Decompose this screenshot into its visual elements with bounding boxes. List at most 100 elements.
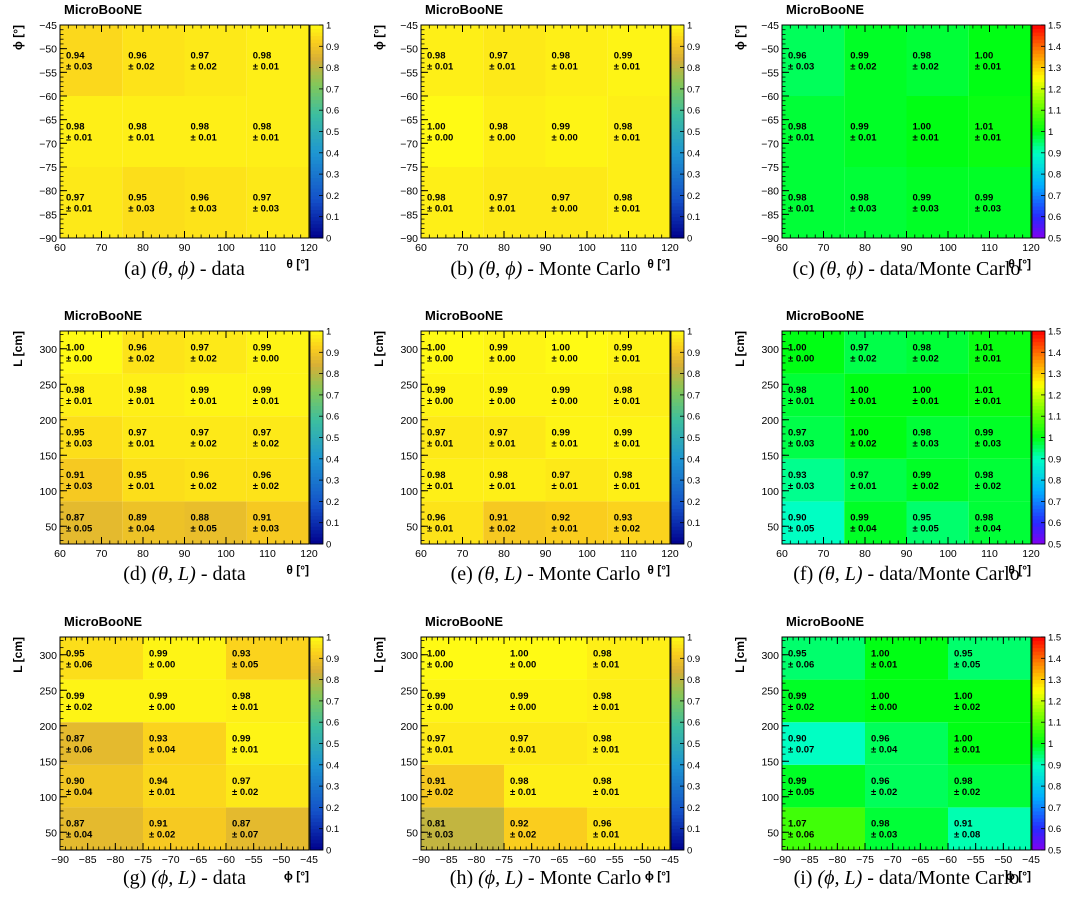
x-tick-label: −50 xyxy=(994,854,1012,866)
colorbar-segment xyxy=(671,483,684,488)
colorbar-segment xyxy=(671,529,684,534)
cell-error-label: ± 0.02 xyxy=(191,353,217,364)
colorbar-segment xyxy=(310,803,323,808)
colorbar-tick-label: 0.4 xyxy=(326,148,339,159)
colorbar-segment xyxy=(1032,637,1045,642)
colorbar-segment xyxy=(310,729,323,734)
colorbar-segment xyxy=(1032,92,1045,97)
heatmap-cell xyxy=(60,501,123,544)
cell-value-label: 1.01 xyxy=(975,385,994,396)
colorbar-segment xyxy=(310,533,323,538)
cell-error-label: ± 0.01 xyxy=(850,396,877,407)
heatmap-cell xyxy=(587,637,670,680)
colorbar-segment xyxy=(1032,768,1045,773)
colorbar-segment xyxy=(1032,32,1045,37)
colorbar-tick-label: 0.7 xyxy=(687,84,700,95)
heatmap-cell xyxy=(483,96,546,167)
colorbar-segment xyxy=(310,96,323,101)
colorbar-segment xyxy=(671,85,684,90)
x-tick-label: 90 xyxy=(179,548,191,560)
y-tick-label: 250 xyxy=(761,379,779,391)
cell-value-label: 1.00 xyxy=(427,122,446,133)
cell-error-label: ± 0.01 xyxy=(913,133,940,144)
heatmap-cell xyxy=(122,416,185,459)
y-tick-label: −65 xyxy=(400,115,418,127)
colorbar-segment xyxy=(1032,409,1045,414)
caption-variables: (θ, L) xyxy=(152,563,197,585)
colorbar-segment xyxy=(310,448,323,453)
heatmap-cell xyxy=(226,764,309,808)
colorbar-segment xyxy=(310,348,323,353)
colorbar-segment xyxy=(1032,828,1045,833)
colorbar-tick-label: 1.4 xyxy=(1048,348,1061,359)
heatmap-cell xyxy=(906,458,969,502)
cell-error-label: ± 0.01 xyxy=(614,396,641,407)
colorbar-tick-label: 0.3 xyxy=(687,476,700,487)
colorbar-segment xyxy=(1032,103,1045,108)
y-tick-label: 250 xyxy=(400,685,418,697)
colorbar-segment xyxy=(1032,152,1045,157)
cell-error-label: ± 0.03 xyxy=(253,204,279,215)
cell-value-label: 0.98 xyxy=(66,385,85,396)
colorbar-segment xyxy=(1032,444,1045,449)
cell-value-label: 0.99 xyxy=(149,691,168,702)
subfigure-caption: (a) (θ, ϕ) - data xyxy=(124,258,245,280)
colorbar-segment xyxy=(671,334,684,339)
colorbar-segment xyxy=(671,42,684,47)
colorbar-segment xyxy=(1032,362,1045,367)
colorbar-segment xyxy=(310,209,323,214)
colorbar-tick-label: 1.1 xyxy=(1048,718,1061,729)
colorbar-tick-label: 0.9 xyxy=(1048,148,1061,159)
heatmap-cell xyxy=(782,807,865,850)
colorbar-segment xyxy=(1032,412,1045,417)
colorbar-segment xyxy=(310,761,323,766)
colorbar-segment xyxy=(1032,519,1045,524)
colorbar-segment xyxy=(671,654,684,659)
x-tick-label: −50 xyxy=(272,854,290,866)
colorbar-segment xyxy=(1032,384,1045,389)
cell-value-label: 0.97 xyxy=(191,342,210,353)
colorbar-tick-label: 0.6 xyxy=(687,718,700,729)
colorbar-segment xyxy=(1032,402,1045,407)
colorbar-segment xyxy=(310,398,323,403)
colorbar-segment xyxy=(310,455,323,460)
heatmap-cell xyxy=(844,373,907,417)
colorbar-segment xyxy=(671,658,684,663)
heatmap-cell xyxy=(782,764,865,808)
colorbar-segment xyxy=(310,373,323,378)
colorbar-segment xyxy=(671,476,684,481)
colorbar-segment xyxy=(310,683,323,688)
x-tick-label: −65 xyxy=(189,854,207,866)
colorbar-segment xyxy=(671,338,684,343)
cell-error-label: ± 0.08 xyxy=(954,830,980,841)
cell-error-label: ± 0.01 xyxy=(614,439,641,450)
colorbar-segment xyxy=(310,700,323,705)
colorbar-segment xyxy=(1032,750,1045,755)
colorbar-segment xyxy=(1032,686,1045,691)
cell-error-label: ± 0.01 xyxy=(614,481,641,492)
colorbar-segment xyxy=(310,338,323,343)
heatmap-cell xyxy=(504,764,587,808)
cell-error-label: ± 0.05 xyxy=(66,524,93,535)
x-axis-title: ϕ [°] xyxy=(1006,869,1031,883)
colorbar-segment xyxy=(310,526,323,531)
heatmap-cell xyxy=(122,331,185,374)
cell-value-label: 0.98 xyxy=(913,428,932,439)
colorbar-tick-label: 1.3 xyxy=(1048,369,1061,380)
caption-variables: (ϕ, L) xyxy=(478,867,523,889)
colorbar-segment xyxy=(671,99,684,104)
colorbar-segment xyxy=(671,352,684,357)
experiment-label: MicroBooNE xyxy=(425,2,503,17)
colorbar-segment xyxy=(671,771,684,776)
colorbar-tick-label: 0.9 xyxy=(326,348,339,359)
colorbar-segment xyxy=(1032,718,1045,723)
x-tick-label: 100 xyxy=(939,548,957,560)
heatmap-cell xyxy=(782,373,845,417)
colorbar-segment xyxy=(671,170,684,175)
y-tick-label: −50 xyxy=(761,44,779,56)
y-tick-label: −75 xyxy=(39,162,57,174)
colorbar-tick-label: 0.9 xyxy=(1048,454,1061,465)
cell-value-label: 0.98 xyxy=(975,513,994,524)
colorbar-tick-label: 1 xyxy=(326,633,331,644)
